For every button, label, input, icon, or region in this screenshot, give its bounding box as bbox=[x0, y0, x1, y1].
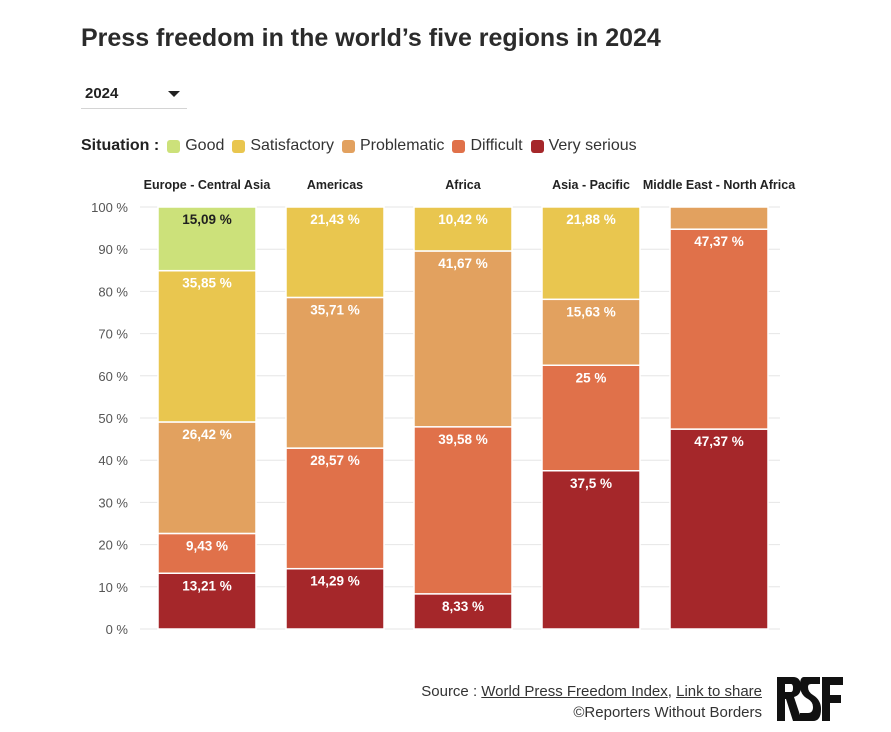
legend-item-good[interactable]: Good bbox=[167, 137, 224, 155]
legend-item-difficult[interactable]: Difficult bbox=[452, 137, 523, 155]
source-link[interactable]: World Press Freedom Index bbox=[481, 683, 668, 700]
legend-swatch bbox=[341, 139, 355, 153]
x-category-label: Africa bbox=[445, 178, 481, 192]
legend-item-label: Difficult bbox=[470, 137, 523, 154]
bar-segment bbox=[157, 421, 257, 535]
source-prefix: Source : bbox=[421, 683, 478, 700]
legend-swatch bbox=[232, 139, 246, 153]
y-tick-label: 20 % bbox=[98, 538, 128, 553]
data-label: 37,5 % bbox=[570, 476, 612, 491]
year-dropdown-value: 2024 bbox=[85, 85, 119, 102]
x-category-label: Middle East - North Africa bbox=[643, 178, 796, 192]
legend-item-label: Very serious bbox=[548, 137, 637, 154]
data-label: 41,67 % bbox=[438, 256, 488, 271]
data-label: 15,09 % bbox=[182, 212, 232, 227]
x-category-label: Americas bbox=[307, 178, 363, 192]
copyright: ©Reporters Without Borders bbox=[573, 704, 762, 721]
data-label: 21,43 % bbox=[310, 212, 360, 227]
legend-item-satisfactory[interactable]: Satisfactory bbox=[232, 137, 334, 155]
y-tick-label: 80 % bbox=[98, 284, 128, 299]
y-tick-label: 10 % bbox=[98, 580, 128, 595]
share-link[interactable]: Link to share bbox=[676, 683, 762, 700]
y-tick-label: 40 % bbox=[98, 453, 128, 468]
chevron-down-icon bbox=[168, 91, 180, 97]
bar-segment bbox=[669, 206, 769, 230]
data-label: 26,42 % bbox=[182, 427, 232, 442]
y-tick-label: 60 % bbox=[98, 369, 128, 384]
source-separator: , bbox=[667, 683, 672, 700]
x-category-label: Asia - Pacific bbox=[552, 178, 630, 192]
data-label: 13,21 % bbox=[182, 578, 232, 593]
legend-item-label: Satisfactory bbox=[250, 137, 334, 154]
data-label: 35,85 % bbox=[182, 276, 232, 291]
bar-segment bbox=[157, 532, 257, 575]
bar-segment bbox=[413, 593, 513, 630]
data-label: 15,63 % bbox=[566, 304, 616, 319]
y-tick-label: 100 % bbox=[91, 200, 128, 215]
bar-segment bbox=[541, 206, 641, 301]
stacked-bar-chart: 0 % 10 % 20 % 30 % 40 % 50 % 60 % 70 % 80 % 90 % 1… bbox=[91, 178, 796, 637]
legend-swatch bbox=[530, 139, 544, 153]
data-label: 25 % bbox=[576, 370, 607, 385]
bar-segment bbox=[285, 296, 385, 449]
data-label: 10,42 % bbox=[438, 212, 488, 227]
legend-item-label: Problematic bbox=[359, 137, 445, 154]
data-label: 28,57 % bbox=[310, 453, 360, 468]
legend-label: Situation : bbox=[81, 137, 160, 154]
bar-segment bbox=[157, 269, 257, 423]
data-label: 8,33 % bbox=[442, 599, 484, 614]
legend-swatch bbox=[452, 139, 466, 153]
data-label: 9,43 % bbox=[186, 538, 228, 553]
year-dropdown[interactable]: 2024 bbox=[81, 79, 187, 109]
source-line: Source : World Press Freedom Index, Link… bbox=[421, 681, 762, 702]
y-tick-label: 0 % bbox=[106, 622, 129, 637]
bar-segment bbox=[285, 206, 385, 299]
data-label: 39,58 % bbox=[438, 432, 488, 447]
legend-item-problematic[interactable]: Problematic bbox=[341, 137, 445, 155]
y-tick-label: 90 % bbox=[98, 242, 128, 257]
y-tick-label: 30 % bbox=[98, 495, 128, 510]
bar-segment bbox=[157, 206, 257, 272]
bar-segment bbox=[285, 567, 385, 630]
legend: Situation : Good Satisfactory Problemati… bbox=[81, 137, 645, 155]
data-label: 35,71 % bbox=[310, 302, 360, 317]
page-title: Press freedom in the world’s five region… bbox=[81, 24, 661, 52]
bar-segment bbox=[541, 470, 641, 630]
legend-item-very-serious[interactable]: Very serious bbox=[530, 137, 637, 155]
bar-segment bbox=[413, 206, 513, 252]
bar-segment bbox=[413, 250, 513, 428]
x-category-label: Europe - Central Asia bbox=[144, 178, 272, 192]
y-tick-label: 70 % bbox=[98, 327, 128, 342]
bar-segment bbox=[541, 298, 641, 367]
bar-segment bbox=[157, 572, 257, 630]
bar-segment bbox=[413, 426, 513, 595]
data-label: 14,29 % bbox=[310, 574, 360, 589]
bar-segment bbox=[669, 228, 769, 430]
data-label: 47,37 % bbox=[694, 234, 744, 249]
bar-segment bbox=[669, 428, 769, 630]
data-label: 21,88 % bbox=[566, 212, 616, 227]
y-tick-label: 50 % bbox=[98, 411, 128, 426]
rsf-logo bbox=[777, 677, 843, 721]
data-label: 47,37 % bbox=[694, 434, 744, 449]
legend-swatch bbox=[167, 139, 181, 153]
legend-item-label: Good bbox=[185, 137, 225, 154]
bar-segment bbox=[541, 364, 641, 472]
footer: Source : World Press Freedom Index, Link… bbox=[421, 681, 762, 723]
